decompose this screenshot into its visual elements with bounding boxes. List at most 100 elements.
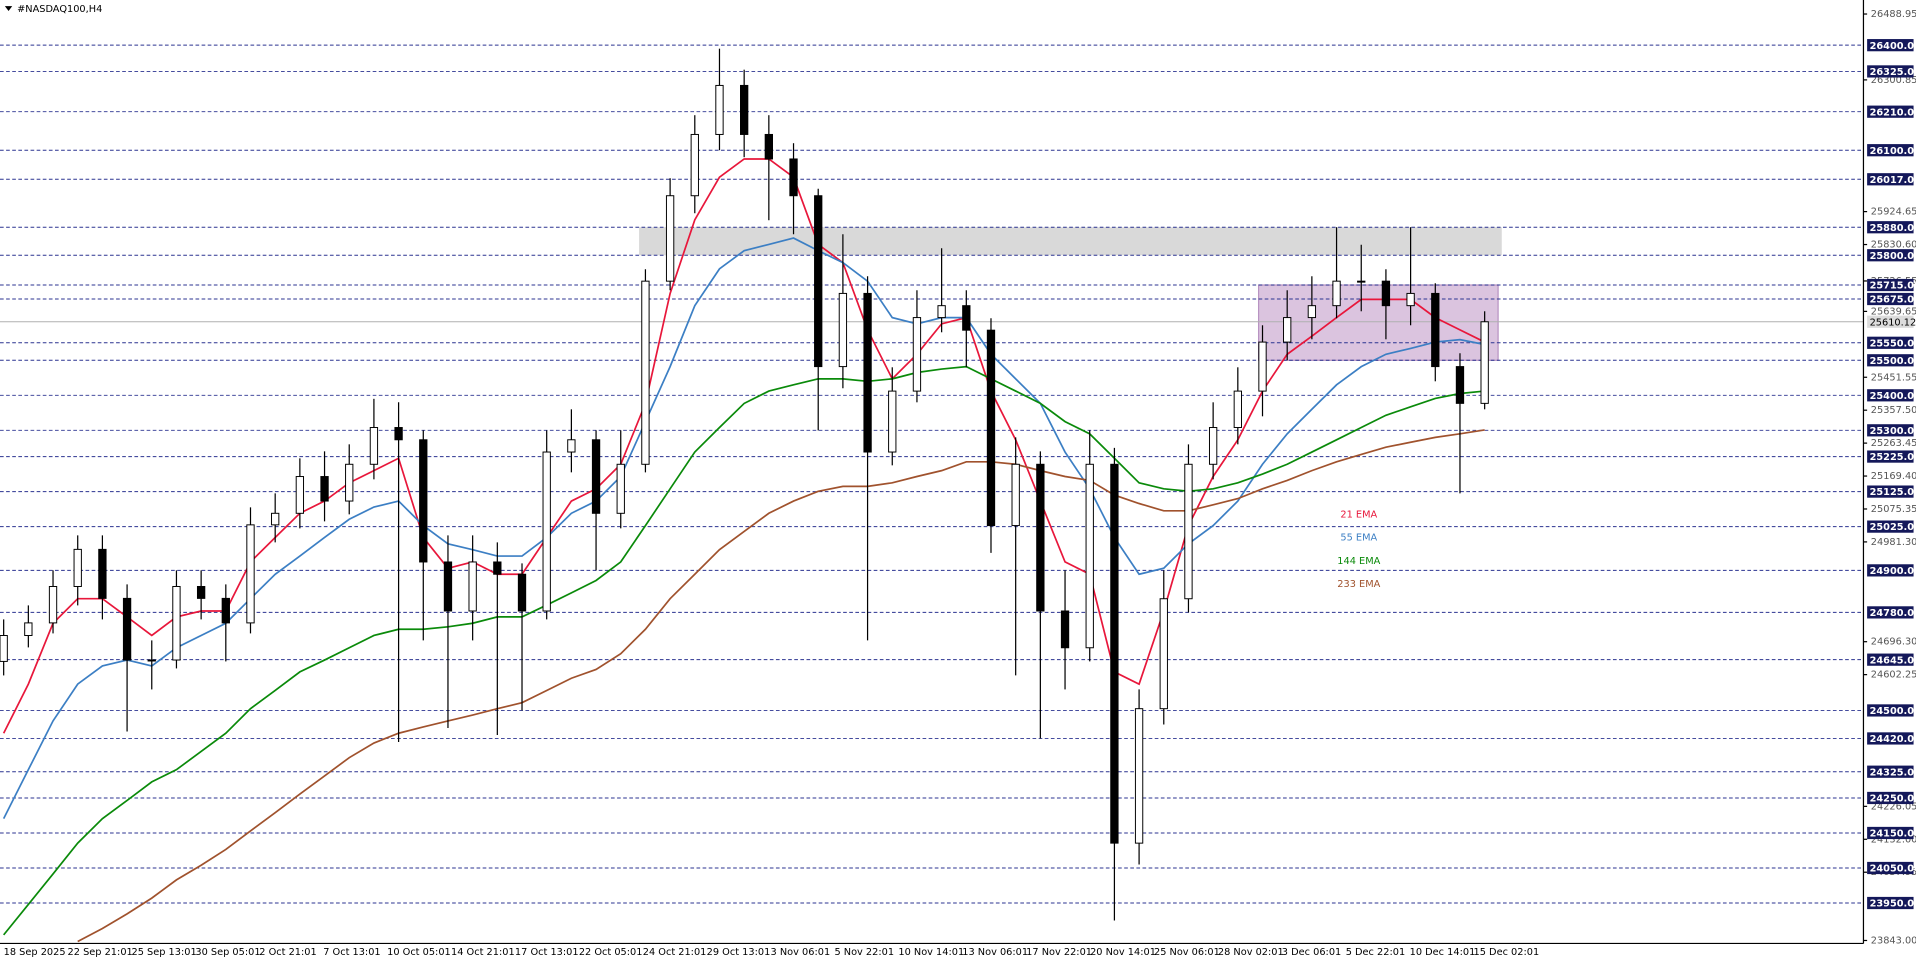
level-label: 26100.00 xyxy=(1870,146,1916,157)
title-arrow xyxy=(4,6,13,11)
candle-body xyxy=(122,597,132,661)
level-label-bg xyxy=(1867,826,1914,840)
candle-body xyxy=(814,195,823,368)
candle-body xyxy=(1184,463,1193,600)
zone xyxy=(639,227,1502,256)
candle-body xyxy=(1036,463,1045,612)
level-label-bg xyxy=(1867,354,1914,367)
candle-body xyxy=(24,622,33,636)
level-label-bg xyxy=(1867,765,1914,778)
x-tick-label: 28 Nov 02:01 xyxy=(1218,947,1284,958)
level-label-bg xyxy=(1867,221,1914,234)
level-label: 24420.00 xyxy=(1870,734,1916,745)
candle-body xyxy=(665,195,675,282)
x-tick-label: 30 Sep 05:01 xyxy=(195,947,260,958)
candle-body xyxy=(1381,280,1391,307)
candles xyxy=(0,48,1489,921)
level-label: 25675.00 xyxy=(1870,295,1916,306)
candle-body xyxy=(48,585,58,624)
x-tick-label: 5 Nov 22:01 xyxy=(834,947,894,958)
level-label-bg xyxy=(1867,896,1914,910)
y-tick-label: 24696.30 xyxy=(1871,637,1916,648)
level-label: 25300.00 xyxy=(1870,426,1916,437)
y-tick-label: 24602.25 xyxy=(1871,670,1916,681)
candle-body xyxy=(394,427,403,441)
candle-body xyxy=(1406,292,1415,307)
level-label-bg xyxy=(1867,520,1914,533)
x-tick-label: 10 Oct 05:01 xyxy=(387,947,451,958)
level-label: 24780.00 xyxy=(1870,608,1916,619)
candle-body xyxy=(1060,610,1070,649)
x-tick-label: 13 Nov 06:01 xyxy=(962,947,1028,958)
level-label-bg xyxy=(1867,450,1914,463)
level-label-bg xyxy=(1867,144,1914,157)
level-label-bg xyxy=(1867,105,1914,118)
x-tick-label: 15 Dec 02:01 xyxy=(1474,947,1540,958)
candle-body xyxy=(1085,463,1094,649)
candle-body xyxy=(937,305,946,319)
level-label-bg xyxy=(1867,39,1914,52)
x-tick-label: 24 Oct 21:01 xyxy=(643,947,707,958)
y-tick-label: 26300.85 xyxy=(1871,75,1916,86)
level-label: 24500.00 xyxy=(1870,706,1916,717)
candle-body xyxy=(221,597,230,624)
x-tick-label: 18 Sep 2025 xyxy=(4,947,66,958)
candle-body xyxy=(591,439,601,514)
candle-body xyxy=(1233,390,1242,429)
x-tick-label: 10 Dec 14:01 xyxy=(1410,947,1476,958)
level-label: 25225.00 xyxy=(1870,452,1916,463)
level-label: 24325.00 xyxy=(1870,767,1916,778)
candle-body xyxy=(98,548,107,599)
level-label-bg xyxy=(1867,791,1914,805)
candle-body xyxy=(320,476,329,502)
level-label: 25125.00 xyxy=(1870,487,1916,498)
candle-body xyxy=(1357,280,1366,283)
candle-body xyxy=(1480,321,1489,404)
level-label-bg xyxy=(1867,732,1914,745)
legend-entry: 55 EMA xyxy=(1340,533,1377,544)
candle-body xyxy=(1283,317,1292,343)
level-label: 24050.00 xyxy=(1870,864,1916,875)
candle-body xyxy=(690,133,699,197)
level-label: 25500.00 xyxy=(1870,356,1916,367)
level-label-bg xyxy=(1867,278,1914,292)
x-tick-label: 25 Sep 13:01 xyxy=(131,947,196,958)
levels xyxy=(0,44,1864,904)
legend-entry: 21 EMA xyxy=(1340,509,1377,520)
level-label: 25550.00 xyxy=(1870,338,1916,349)
level-label-bg xyxy=(1867,653,1914,666)
level-label: 25800.00 xyxy=(1870,251,1916,262)
level-label: 24900.00 xyxy=(1870,566,1916,577)
level-label: 24645.00 xyxy=(1870,655,1916,666)
level-label: 26400.00 xyxy=(1870,41,1916,52)
y-tick-label: 25639.65 xyxy=(1871,306,1916,317)
candle-body xyxy=(517,573,527,612)
level-label: 25715.00 xyxy=(1870,281,1916,292)
candle-body xyxy=(295,476,305,514)
x-tick-label: 2 Oct 21:01 xyxy=(259,947,316,958)
candle-body xyxy=(962,305,971,331)
x-tick-label: 29 Oct 13:01 xyxy=(707,947,771,958)
x-tick-label: 25 Nov 06:01 xyxy=(1154,947,1220,958)
level-label: 26325.00 xyxy=(1870,67,1916,78)
level-label: 26017.00 xyxy=(1870,175,1916,186)
level-label: 24250.00 xyxy=(1870,794,1916,805)
y-tick-label: 25075.35 xyxy=(1871,504,1916,515)
candle-body xyxy=(493,561,502,575)
level-label: 26210.00 xyxy=(1870,107,1916,118)
candle-body xyxy=(616,463,625,514)
candle-body xyxy=(468,561,477,612)
level-label: 23950.00 xyxy=(1870,899,1916,910)
level-label-bg xyxy=(1867,485,1914,498)
candle-body xyxy=(1455,366,1465,404)
x-tick-label: 10 Nov 14:01 xyxy=(898,947,964,958)
candle-body xyxy=(271,512,280,526)
level-label-bg xyxy=(1867,65,1914,78)
zones xyxy=(639,227,1502,361)
x-tick-label: 5 Dec 22:01 xyxy=(1346,947,1405,958)
candle-body xyxy=(1332,280,1341,307)
